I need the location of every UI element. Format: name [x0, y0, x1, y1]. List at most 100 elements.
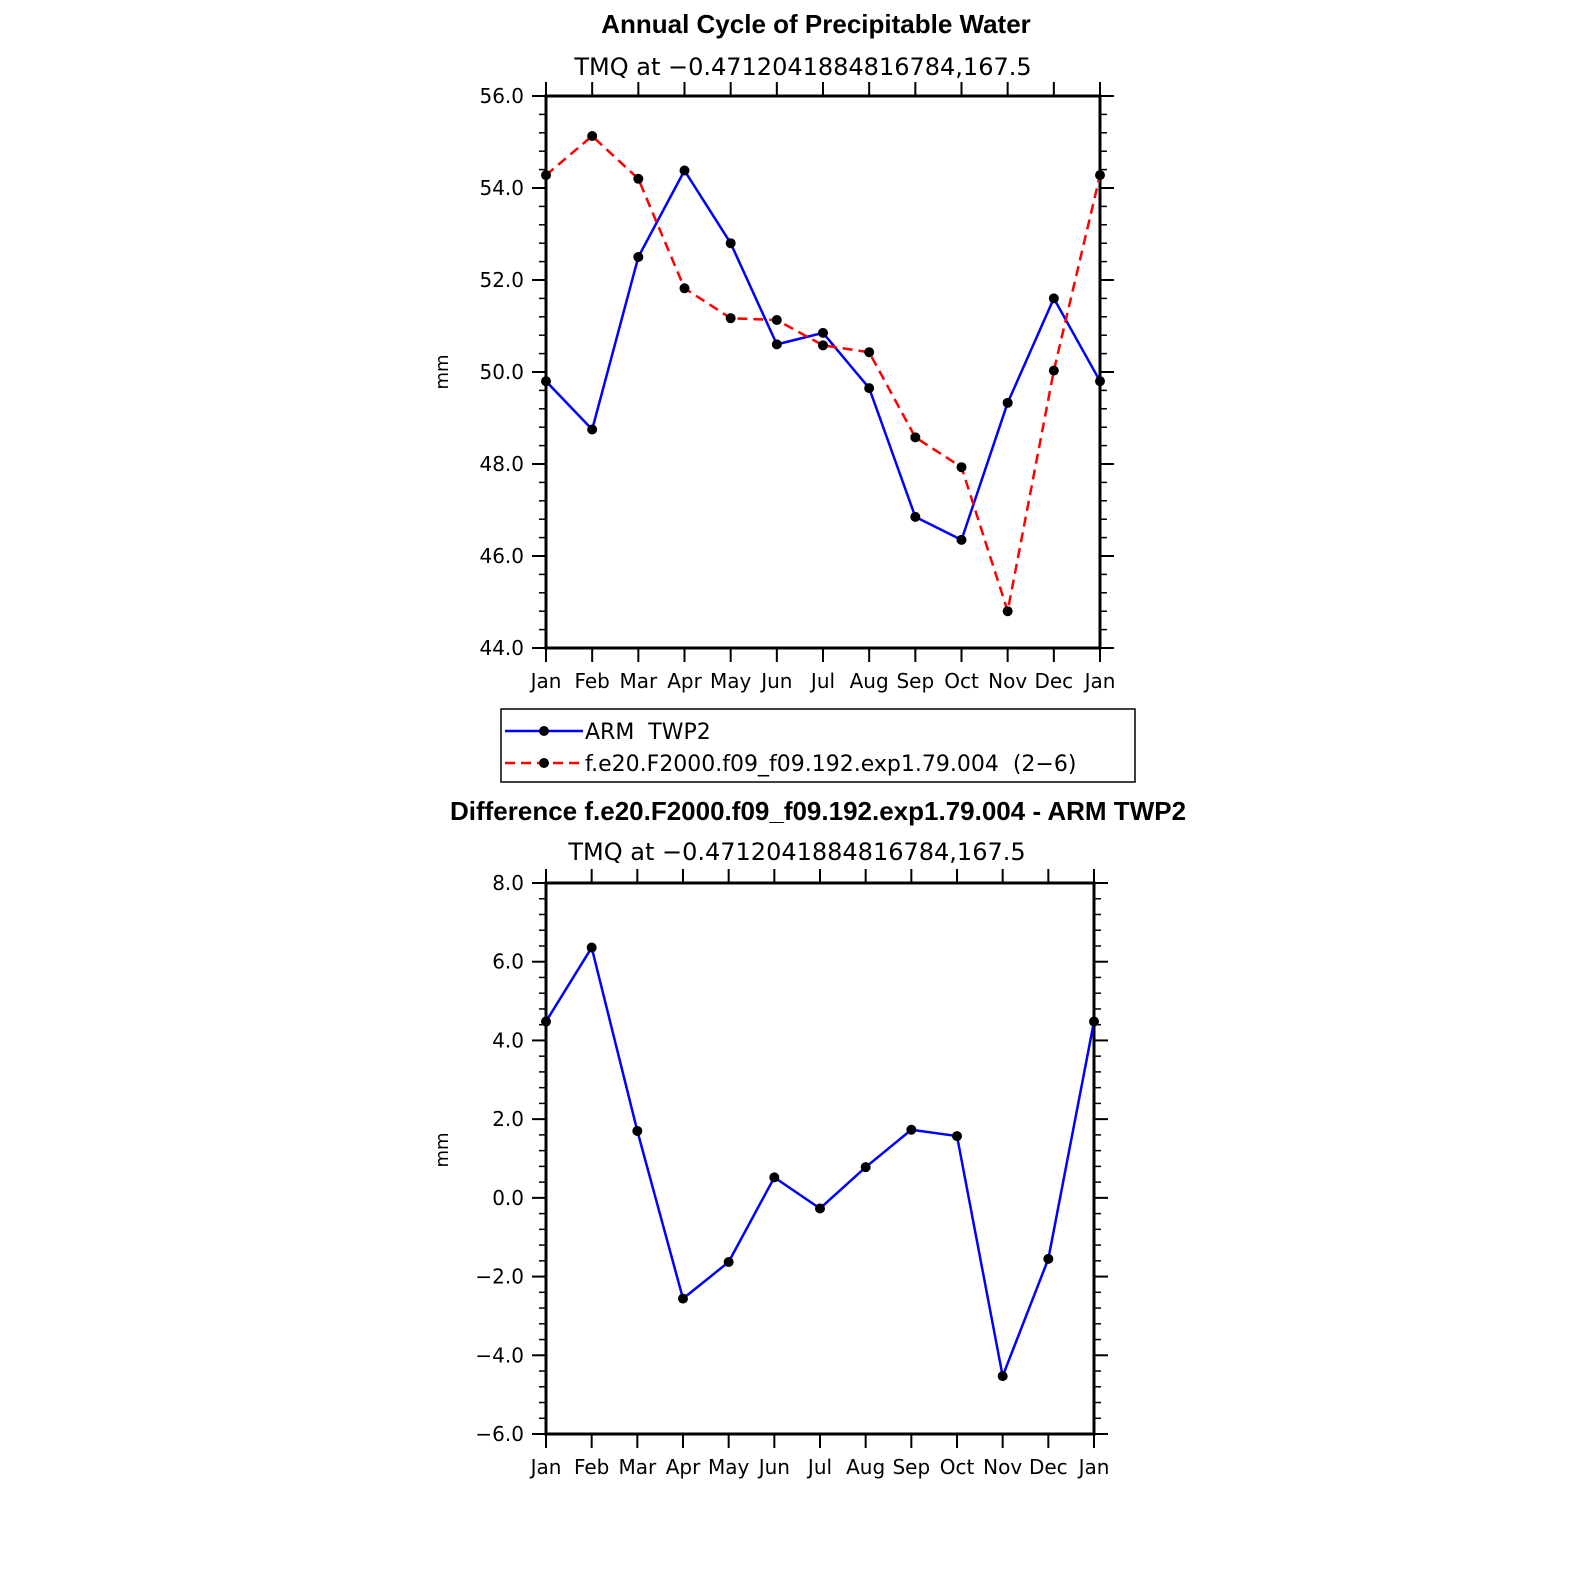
y-tick-label: 56.0 [479, 84, 524, 108]
x-tick-label: Apr [667, 669, 702, 693]
y-tick-label: 44.0 [479, 636, 524, 660]
x-tick-label: Apr [666, 1455, 701, 1479]
annual-cycle-panel: Annual Cycle of Precipitable Water TMQ a… [432, 9, 1115, 693]
data-point [541, 1016, 551, 1027]
x-tick-label: Sep [896, 669, 934, 693]
x-tick-label: Feb [574, 1455, 609, 1479]
y-tick-label: −6.0 [475, 1422, 524, 1446]
series-line-0 [544, 946, 1096, 1378]
data-point [633, 252, 644, 262]
x-tick-label: Jan [1083, 669, 1116, 693]
data-point [956, 462, 967, 473]
x-tick-label: Jun [757, 1455, 790, 1479]
data-point [771, 339, 782, 350]
data-point [1043, 1253, 1054, 1264]
data-point [723, 1257, 734, 1268]
y-axis-label: mm [432, 354, 453, 389]
data-point [860, 1162, 871, 1173]
x-tick-label: Sep [892, 1455, 930, 1479]
data-point [633, 173, 644, 184]
data-point [725, 313, 736, 324]
x-tick-label: Nov [988, 669, 1027, 693]
plot-axes: Jan Feb Mar Apr May Jun Jul Aug Sep Oct Nov Dec Jan4… [479, 82, 1115, 693]
data-point [587, 131, 598, 142]
chart-title: Difference f.e20.F2000.f09_f09.192.exp1.… [450, 796, 1186, 826]
y-tick-label: 8.0 [492, 871, 524, 895]
y-tick-label: 54.0 [479, 176, 524, 200]
chart-subtitle: TMQ at −0.4712041884816784,167.5 [573, 53, 1031, 81]
legend-marker-arm [539, 726, 549, 736]
data-point [1002, 606, 1013, 617]
x-tick-label: Nov [983, 1455, 1022, 1479]
chart-subtitle: TMQ at −0.4712041884816784,167.5 [567, 838, 1025, 866]
x-tick-label: Jan [529, 1455, 562, 1479]
y-tick-label: −2.0 [475, 1265, 524, 1289]
x-tick-label: Oct [944, 669, 979, 693]
x-tick-label: Jan [529, 669, 562, 693]
y-tick-label: 50.0 [479, 360, 524, 384]
y-tick-label: 2.0 [492, 1107, 524, 1131]
data-point [541, 170, 551, 181]
legend-label-model: f.e20.F2000.f09_f09.192.exp1.79.004 (2−6… [585, 752, 1076, 777]
data-point [679, 165, 690, 176]
data-point [815, 1203, 825, 1214]
x-tick-label: May [708, 1455, 750, 1479]
series-line-0 [545, 169, 1102, 542]
data-point [1048, 293, 1059, 304]
x-tick-label: Mar [619, 669, 658, 693]
legend-marker-model [539, 758, 549, 768]
x-tick-label: Dec [1034, 669, 1073, 693]
data-point [818, 327, 828, 338]
data-point [725, 238, 736, 249]
data-point [956, 534, 967, 545]
x-tick-label: Dec [1029, 1455, 1068, 1479]
y-tick-label: −4.0 [475, 1343, 524, 1367]
x-tick-label: Jun [759, 669, 792, 693]
data-point [771, 315, 782, 326]
legend: ARM TWP2 f.e20.F2000.f09_f09.192.exp1.79… [500, 708, 1136, 783]
x-tick-label: Aug [850, 669, 889, 693]
y-tick-label: 0.0 [492, 1186, 524, 1210]
data-point [952, 1131, 962, 1142]
data-point [1089, 1016, 1099, 1027]
data-point [679, 283, 690, 294]
x-tick-label: Jul [806, 1455, 832, 1479]
data-point [910, 511, 921, 522]
x-tick-label: Jul [809, 669, 835, 693]
x-tick-label: Oct [940, 1455, 975, 1479]
x-tick-label: Aug [846, 1455, 885, 1479]
plot-axes: Jan Feb Mar Apr May Jun Jul Aug Sep Oct Nov Dec Jan−… [475, 869, 1109, 1479]
y-tick-label: 6.0 [492, 950, 524, 974]
legend-box [500, 708, 1136, 783]
data-point [1095, 170, 1105, 181]
data-point [769, 1172, 780, 1183]
y-tick-label: 46.0 [479, 544, 524, 568]
difference-panel: Difference f.e20.F2000.f09_f09.192.exp1.… [432, 796, 1186, 1479]
data-point [906, 1124, 917, 1135]
data-point [587, 424, 598, 435]
data-point [1002, 397, 1013, 408]
legend-label-arm: ARM TWP2 [585, 720, 711, 745]
x-tick-label: Feb [574, 669, 609, 693]
x-tick-label: Mar [618, 1455, 657, 1479]
y-tick-label: 48.0 [479, 452, 524, 476]
data-point [997, 1371, 1008, 1382]
x-tick-label: May [710, 669, 752, 693]
x-tick-label: Jan [1077, 1455, 1110, 1479]
data-point [1095, 376, 1105, 387]
data-point [586, 942, 597, 953]
y-tick-label: 52.0 [479, 268, 524, 292]
chart-title: Annual Cycle of Precipitable Water [601, 9, 1031, 39]
data-point [910, 432, 921, 443]
data-point [1048, 365, 1059, 376]
y-tick-label: 4.0 [492, 1028, 524, 1052]
data-point [818, 340, 828, 351]
series-line-1 [545, 134, 1102, 613]
data-point [678, 1293, 688, 1304]
data-point [541, 376, 551, 387]
data-point [632, 1125, 643, 1136]
data-point [864, 383, 875, 394]
data-point [864, 347, 875, 358]
y-axis-label: mm [432, 1132, 453, 1167]
